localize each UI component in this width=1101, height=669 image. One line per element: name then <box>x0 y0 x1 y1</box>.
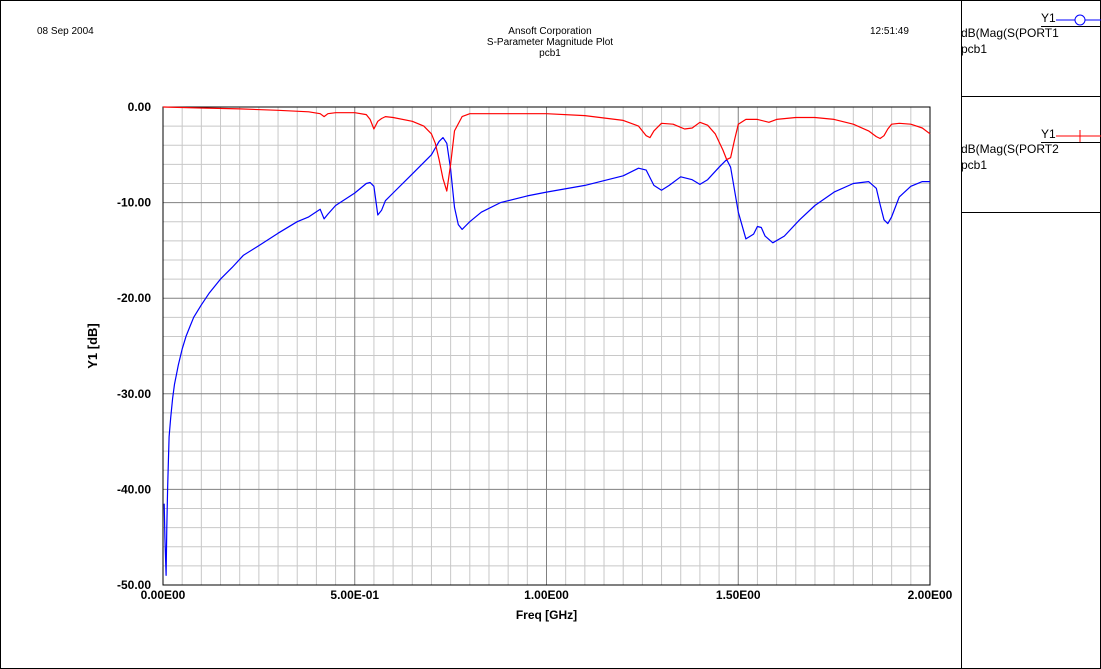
company-name: Ansoft Corporation <box>508 26 592 37</box>
y-tick-label: 0.00 <box>128 100 152 114</box>
y-tick-labels: 0.00 -10.00 -20.00 -30.00 -40.00 -50.00 <box>117 100 151 592</box>
y-tick-label: -10.00 <box>117 196 151 210</box>
legend-overline <box>1041 26 1101 27</box>
legend-expression: dB(Mag(S(PORT1 <box>962 26 1059 40</box>
x-axis-label: Freq [GHz] <box>516 608 577 622</box>
plot-area-border <box>162 106 931 586</box>
circle-marker-icon <box>1056 14 1101 26</box>
plot-header: Ansoft Corporation S-Parameter Magnitude… <box>380 26 720 59</box>
x-tick-label: 2.00E00 <box>908 588 953 602</box>
y-tick-label: -50.00 <box>117 578 151 592</box>
s-parameter-chart: 0.00E00 5.00E-01 1.00E00 1.50E00 2.00E00 0.0… <box>85 100 953 622</box>
series-port2-line <box>162 106 931 192</box>
legend-entry-port2[interactable]: Y1 dB(Mag(S(PORT2 pcb1 <box>962 116 1101 213</box>
legend-axis-label: Y1 <box>1041 127 1056 141</box>
legend-source: pcb1 <box>962 158 988 172</box>
legend-axis-label: Y1 <box>1041 11 1056 25</box>
plot-time: 12:51:49 <box>870 26 909 37</box>
y-axis-label: Y1 [dB] <box>85 323 100 369</box>
x-tick-label: 5.00E-01 <box>330 588 379 602</box>
project-name: pcb1 <box>539 48 561 59</box>
plot-title: S-Parameter Magnitude Plot <box>486 37 614 48</box>
y-tick-label: -20.00 <box>117 291 151 305</box>
x-tick-label: 1.50E00 <box>716 588 761 602</box>
legend-panel: Y1 dB(Mag(S(PORT1 pcb1 Y1 dB(Mag(S(PORT2… <box>962 0 1101 669</box>
legend-entry-port1[interactable]: Y1 dB(Mag(S(PORT1 pcb1 <box>962 0 1101 97</box>
plot-date: 08 Sep 2004 <box>37 26 94 37</box>
x-tick-label: 0.00E00 <box>141 588 186 602</box>
y-tick-label: -30.00 <box>117 387 151 401</box>
y-tick-label: -40.00 <box>117 482 151 496</box>
legend-divider <box>961 0 962 669</box>
legend-expression: dB(Mag(S(PORT2 <box>962 142 1059 156</box>
series-port1-line <box>163 137 930 577</box>
cross-marker-icon <box>1056 130 1101 142</box>
legend-overline <box>1041 142 1101 143</box>
legend-source: pcb1 <box>962 42 988 56</box>
series-layer <box>162 106 931 577</box>
x-tick-label: 1.00E00 <box>524 588 569 602</box>
x-tick-labels: 0.00E00 5.00E-01 1.00E00 1.50E00 2.00E00 <box>141 588 953 602</box>
